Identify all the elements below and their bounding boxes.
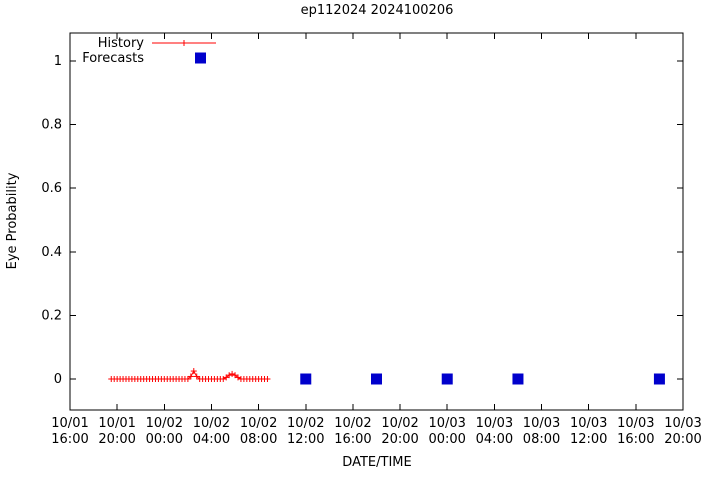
plot-frame [69, 32, 684, 411]
x-tick-label: 04:00 [476, 432, 513, 447]
legend-forecast-marker [195, 52, 206, 64]
x-tick-label: 20:00 [664, 432, 701, 447]
x-axis-label: DATE/TIME [342, 455, 411, 470]
forecast-point [300, 373, 312, 385]
x-tick-label: 10/02 [146, 416, 183, 431]
history-series [108, 368, 271, 382]
x-tick-label: 16:00 [617, 432, 654, 447]
y-tick-label: 0.6 [41, 181, 62, 196]
plot-generated: 10/0116:0010/0120:0010/0200:0010/0204:00… [41, 32, 702, 447]
x-tick-label: 10/03 [523, 416, 560, 431]
x-tick-label: 08:00 [523, 432, 560, 447]
y-axis-ticks: 0 0.2 0.4 0.6 0.8 1 [41, 54, 683, 387]
y-tick-label: 0.8 [41, 118, 62, 133]
x-tick-label: 16:00 [51, 432, 88, 447]
x-tick-label: 10/03 [428, 416, 465, 431]
chart-title: ep112024 2024100206 [301, 3, 454, 18]
legend-label-history: History [98, 36, 145, 51]
x-tick-label: 10/02 [193, 416, 230, 431]
forecast-point [653, 373, 665, 385]
y-tick-label: 0 [54, 372, 62, 387]
x-tick-label: 10/02 [287, 416, 324, 431]
x-tick-label: 10/02 [381, 416, 418, 431]
x-tick-label: 10/02 [334, 416, 371, 431]
y-axis-label: Eye Probability [5, 172, 20, 269]
legend-label-forecasts: Forecasts [82, 51, 144, 66]
x-tick-label: 10/03 [570, 416, 607, 431]
x-tick-label: 10/03 [664, 416, 701, 431]
x-tick-label: 10/01 [51, 416, 88, 431]
x-tick-label: 10/03 [476, 416, 513, 431]
y-tick-label: 1 [54, 54, 62, 69]
x-tick-label: 10/02 [240, 416, 277, 431]
x-tick-label: 00:00 [146, 432, 183, 447]
forecast-point [441, 373, 453, 385]
x-tick-label: 12:00 [287, 432, 324, 447]
x-axis-ticks: 10/0116:0010/0120:0010/0200:0010/0204:00… [51, 33, 702, 447]
x-tick-label: 10/03 [617, 416, 654, 431]
x-tick-label: 16:00 [334, 432, 371, 447]
x-tick-label: 20:00 [98, 432, 135, 447]
x-tick-label: 08:00 [240, 432, 277, 447]
x-tick-label: 00:00 [428, 432, 465, 447]
forecast-point [512, 373, 524, 385]
x-tick-label: 10/01 [98, 416, 135, 431]
x-tick-label: 04:00 [193, 432, 230, 447]
forecast-point [371, 373, 382, 385]
y-tick-label: 0.4 [41, 245, 62, 260]
x-tick-label: 12:00 [570, 432, 607, 447]
y-tick-label: 0.2 [41, 308, 62, 323]
forecasts-series [300, 373, 665, 385]
x-tick-label: 20:00 [381, 432, 418, 447]
